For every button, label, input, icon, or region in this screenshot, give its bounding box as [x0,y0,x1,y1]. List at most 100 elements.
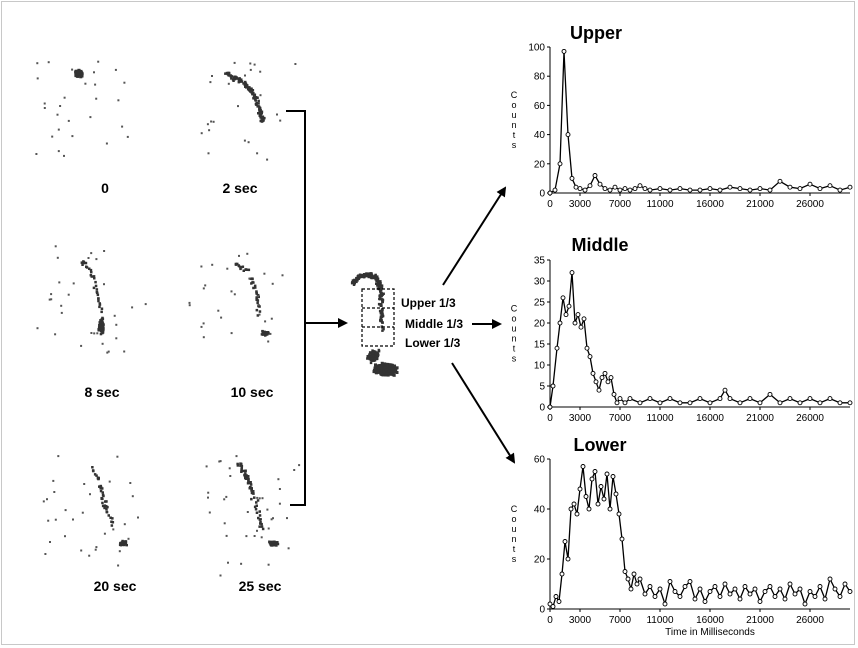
scan-dot [252,286,255,290]
data-point [622,569,628,574]
scan-dot [356,276,360,279]
composite-image [350,272,399,377]
x-tick-label: 0 [547,615,553,626]
scan-dot [110,520,113,523]
data-point [677,400,683,406]
scan-dot [235,76,238,79]
scan-dot [264,320,267,323]
scan-dot [202,287,205,290]
data-point [787,581,793,587]
scan-dot [381,321,384,324]
scan-dot [230,290,233,293]
scan-dot [392,370,396,374]
data-point [634,581,640,587]
chart-title: Lower [573,435,626,455]
data-point [847,184,853,190]
scan-dot [90,332,93,334]
scan-dot [111,517,114,520]
scan-dot [126,135,129,138]
scan-dot [98,485,101,488]
scan-dot [358,275,361,278]
scan-dot [375,357,378,361]
scan-dot [366,274,369,278]
scan-dot [298,464,301,467]
data-point [807,181,813,187]
panel-label-0: 0 [101,180,109,196]
scan-dot [270,317,273,320]
scan-dot [219,574,222,577]
scan-dot [101,493,105,497]
data-point [571,501,577,507]
scan-dot [50,293,53,296]
scan-dot [116,455,119,458]
data-point [568,506,574,512]
scan-dot [240,80,244,83]
data-point [767,187,773,193]
scan-dot [378,285,381,288]
scan-dot [380,325,384,328]
scan-dot [374,275,378,279]
scan-dot [263,272,266,275]
data-point [637,183,643,189]
scan-dot [245,268,249,271]
data-point [692,596,698,602]
scan-dot [112,528,115,531]
scan-dot [99,489,103,493]
y-label-char: s [512,354,517,364]
data-point [802,601,808,607]
scan-dot [249,68,252,71]
region-label-middle: Middle 1/3 [405,317,463,331]
scan-dot [54,245,57,248]
scan-dot [244,474,247,477]
data-point [582,187,588,193]
x-tick-label: 26000 [796,199,824,210]
y-label-char: n [511,120,516,130]
scan-dot [370,357,374,360]
scan-dot [105,507,108,511]
scan-dot [36,77,39,80]
data-point [550,604,556,609]
scan-dot [101,322,105,326]
scan-dot [381,309,384,312]
scan-dot [101,342,104,345]
scan-dot [369,351,372,354]
scan-dot [234,262,238,266]
y-label-char: u [511,110,516,120]
scan-dot [125,543,128,547]
data-point [612,184,618,190]
scan-dot [227,561,229,564]
scan-dot [200,132,203,135]
scan-dot [94,284,98,288]
scan-dot [379,304,383,307]
scan-dot [255,290,258,293]
scan-dot [90,275,93,278]
series-line [549,51,851,194]
x-tick-label: 26000 [796,615,824,626]
scan-dot [377,348,381,352]
scan-dot [279,119,282,122]
scan-dot [384,362,388,366]
data-point [847,589,853,594]
scan-dot [373,355,377,358]
bracket-line [286,110,306,506]
scan-dot [254,508,258,511]
y-label-char: t [513,344,516,354]
scan-dot [49,541,51,543]
scan-dot [88,267,91,270]
x-tick-label: 16000 [696,413,724,424]
scan-dot [240,466,243,470]
data-point [622,400,628,406]
scan-dot [89,268,93,272]
scan-dot [249,486,253,489]
panel-label-2sec: 2 sec [222,180,257,196]
scan-dot [369,274,373,278]
scan-dot [95,546,98,549]
scan-dot [85,266,89,269]
data-point [742,584,748,589]
scan-dot [249,87,252,90]
region-label-lower: Lower 1/3 [405,336,461,350]
y-label-char: u [511,324,516,334]
scan-dot [351,280,354,284]
scan-dot [220,316,223,319]
scan-dot [231,78,235,81]
